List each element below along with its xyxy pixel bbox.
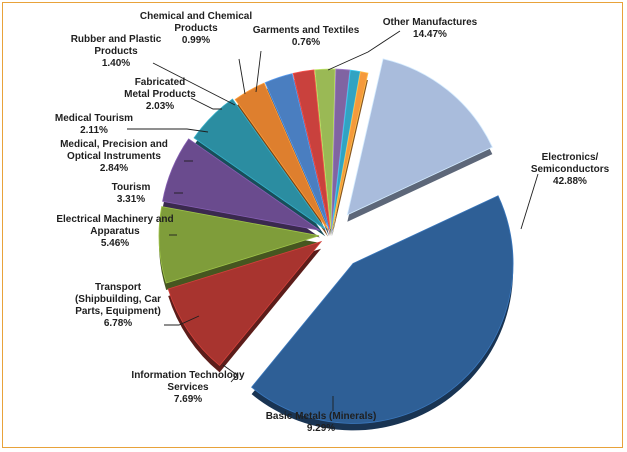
value-label-other-manufactures: 14.47%	[413, 29, 447, 40]
slice-garments-and-textiles[interactable]	[331, 71, 369, 230]
leader-line-rubber-and-plastic-products	[152, 62, 236, 106]
category-label-medical-precision-and-optical-instruments: Optical Instruments	[67, 151, 161, 162]
value-label-medical-precision-and-optical-instruments: 2.84%	[100, 163, 128, 174]
slice-basic-metals-minerals[interactable]	[167, 240, 323, 366]
leader-line-garments-and-textiles	[255, 50, 262, 93]
leader-line-electronics-semiconductors	[520, 173, 539, 230]
slice-tourism[interactable]	[234, 82, 329, 231]
leader-lines	[127, 30, 539, 411]
value-label-electronics-semiconductors: 42.88%	[553, 176, 587, 187]
category-label-medical-precision-and-optical-instruments: Medical, Precision and	[60, 139, 168, 150]
leader-line-other-manufactures	[327, 30, 401, 71]
value-label-information-technology-services: 7.69%	[174, 394, 202, 405]
category-label-garments-and-textiles: Garments and Textiles	[253, 25, 360, 36]
chart-frame: Electronics/Semiconductors 42.88% Basic Me…	[2, 2, 623, 448]
category-label-electrical-machinery-and-apparatus: Apparatus	[90, 226, 140, 237]
category-label-rubber-and-plastic-products: Rubber and Plastic	[71, 34, 162, 45]
slice-electronics-semiconductors[interactable]	[251, 195, 514, 424]
slice-transport-shipbuilding-car-parts-equipment[interactable]	[162, 138, 321, 231]
category-label-transport-shipbuilding-car-parts-equipment: Parts, Equipment)	[75, 306, 161, 317]
category-label-electronics-semiconductors: Electronics/	[542, 152, 599, 163]
leader-line-transport-shipbuilding-car-parts-equipment	[164, 315, 200, 326]
slice-electrical-machinery-and-apparatus[interactable]	[193, 98, 326, 230]
leader-line-medical-tourism	[127, 128, 209, 133]
category-label-rubber-and-plastic-products: Products	[94, 46, 138, 57]
category-label-tourism: Tourism	[112, 182, 151, 193]
category-label-fabricated-metal-products: Metal Products	[124, 89, 196, 100]
category-label-electronics-semiconductors: Semiconductors	[531, 164, 610, 175]
slice-other-manufactures[interactable]	[346, 58, 493, 216]
slice-medical-precision-and-optical-instruments[interactable]	[264, 73, 330, 230]
category-label-information-technology-services: Information Technology	[131, 370, 245, 381]
leader-line-information-technology-services	[222, 364, 238, 383]
slice-fabricated-metal-products[interactable]	[314, 68, 336, 230]
value-label-fabricated-metal-products: 2.03%	[146, 101, 174, 112]
value-label-electrical-machinery-and-apparatus: 5.46%	[101, 238, 129, 249]
value-label-rubber-and-plastic-products: 1.40%	[102, 58, 130, 69]
value-label-garments-and-textiles: 0.76%	[292, 37, 320, 48]
value-label-basic-metals-minerals: 9.29%	[307, 423, 335, 434]
value-label-tourism: 3.31%	[117, 194, 145, 205]
category-label-information-technology-services: Services	[167, 382, 209, 393]
category-label-transport-shipbuilding-car-parts-equipment: Transport	[95, 282, 142, 293]
slice-rubber-and-plastic-products[interactable]	[331, 68, 351, 230]
slice-top-layer	[158, 58, 514, 424]
category-label-medical-tourism: Medical Tourism	[55, 113, 133, 124]
value-label-transport-shipbuilding-car-parts-equipment: 6.78%	[104, 318, 132, 329]
category-label-fabricated-metal-products: Fabricated	[135, 77, 186, 88]
value-label-medical-tourism: 2.11%	[80, 125, 108, 136]
value-label-chemical-and-chemical-products: 0.99%	[182, 35, 210, 46]
category-label-chemical-and-chemical-products: Chemical and Chemical	[140, 11, 252, 22]
category-label-transport-shipbuilding-car-parts-equipment: (Shipbuilding, Car	[75, 294, 161, 305]
category-label-chemical-and-chemical-products: Products	[174, 23, 218, 34]
category-label-other-manufactures: Other Manufactures	[383, 17, 478, 28]
leader-line-fabricated-metal-products	[190, 97, 222, 110]
slice-medical-tourism[interactable]	[292, 69, 331, 230]
leader-line-chemical-and-chemical-products	[238, 58, 246, 95]
slice-side-garments-and-textiles	[332, 78, 368, 237]
category-label-basic-metals-minerals: Basic Metals (Minerals)	[266, 411, 377, 422]
category-label-electrical-machinery-and-apparatus: Electrical Machinery and	[56, 214, 173, 225]
slice-information-technology-services[interactable]	[158, 206, 320, 284]
